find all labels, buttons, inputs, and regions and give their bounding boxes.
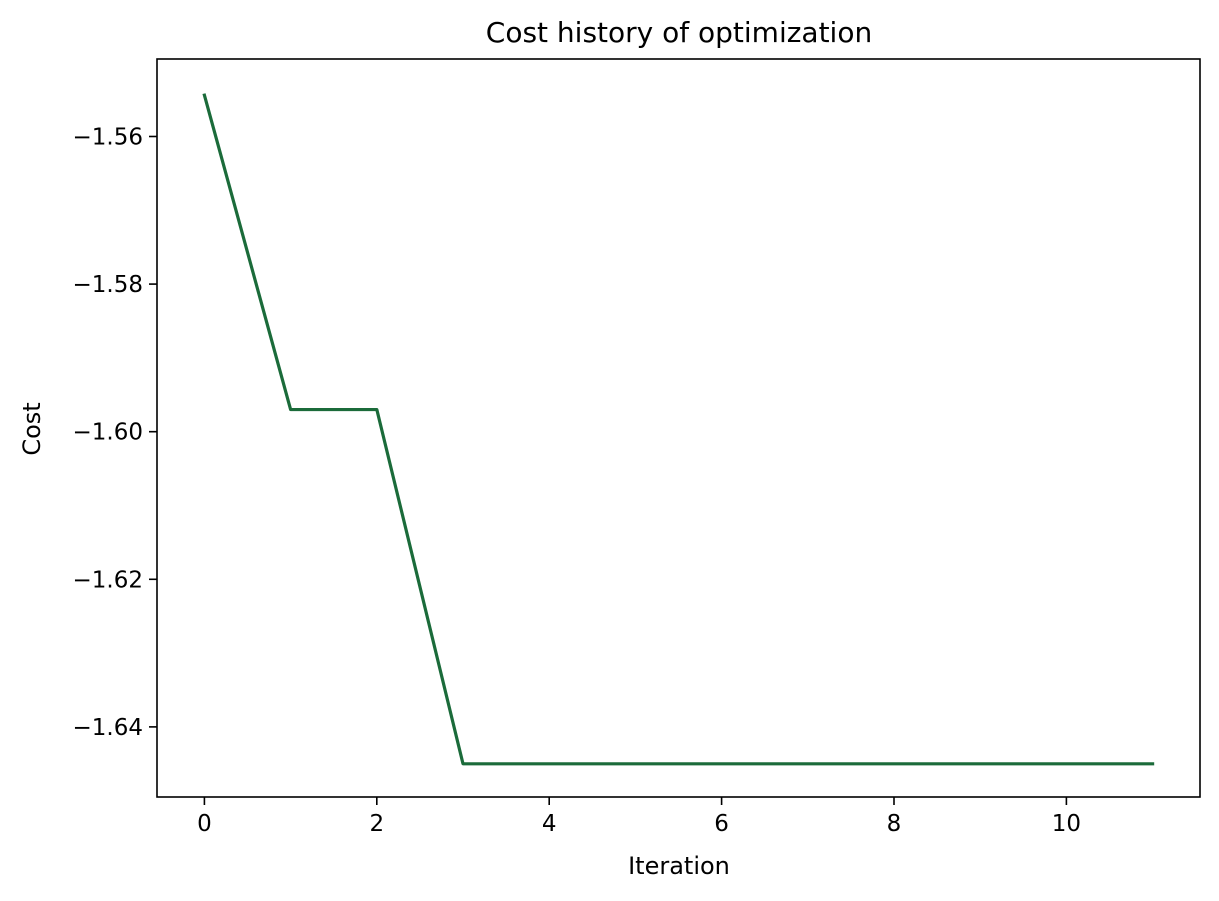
x-tick-label: 8 [887,811,902,837]
x-tick-label: 2 [369,811,384,837]
x-tick-label: 10 [1052,811,1081,837]
y-tick-label: −1.64 [73,715,143,741]
series-line-0 [202,93,1155,766]
y-tick-label: −1.56 [73,124,143,150]
y-tick-label: −1.58 [73,272,143,298]
y-tick-label: −1.60 [73,420,143,446]
x-tick-label: 4 [542,811,557,837]
plot-area: 0 2 4 6 8 10 −1.56 −1.58 −1.60 −1.62 −1.64 [73,58,1201,837]
chart-title: Cost history of optimization [486,16,872,49]
y-axis-label: Cost [18,402,46,455]
y-tick-label: −1.62 [73,567,143,593]
x-axis-label: Iteration [628,852,730,880]
axes-frame [156,58,1201,798]
x-tick-label: 0 [197,811,212,837]
x-tick-label: 6 [714,811,729,837]
